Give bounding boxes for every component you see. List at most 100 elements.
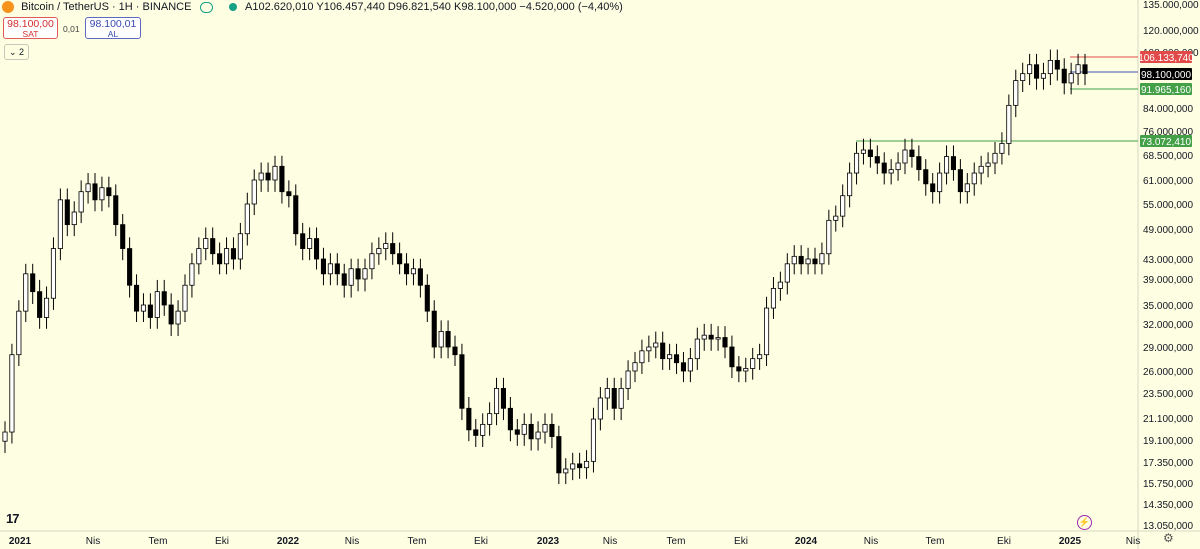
candle-body (1047, 60, 1053, 75)
candle-body (978, 165, 984, 174)
market-status-icon (228, 3, 237, 12)
candle-body (819, 253, 825, 265)
candle-body (43, 297, 50, 318)
candle-body (528, 423, 534, 440)
settings-gear-icon[interactable]: ⚙ (1163, 531, 1174, 545)
candle-body (521, 423, 527, 435)
price-tick-label: 55.000,000 (1143, 200, 1193, 211)
candle-body (272, 165, 278, 181)
candle-body (223, 248, 230, 265)
candle-body (763, 307, 770, 356)
candle-body (1061, 68, 1067, 84)
candle-body (867, 149, 873, 157)
chart-header: Bitcoin / TetherUS · 1H · BINANCE A102.6… (0, 0, 623, 14)
candle-body (660, 342, 666, 360)
candle-body (902, 149, 908, 164)
candle-body (930, 183, 936, 193)
price-tick-label: 43.000,000 (1143, 255, 1193, 266)
candle-body (300, 233, 306, 249)
candle-body (397, 253, 403, 265)
candle-body (64, 199, 70, 226)
candle-body (154, 291, 160, 318)
candle-body (189, 263, 195, 286)
candle-body (410, 268, 417, 275)
candle-body (514, 429, 520, 435)
candle-body (937, 172, 943, 193)
candle-body (2, 431, 8, 442)
price-label-bg (1140, 83, 1192, 95)
candle-body (487, 413, 493, 425)
price-tick-label: 35.000,000 (1143, 301, 1193, 312)
candle-body (431, 310, 437, 348)
time-tick-label: 2023 (537, 536, 560, 547)
candle-body (639, 350, 645, 364)
price-tick-label: 14.350,000 (1143, 500, 1193, 511)
candle-body (625, 370, 631, 389)
candle-body (805, 258, 811, 265)
candle-body (251, 179, 257, 205)
buy-button[interactable]: 98.100,01 AL (85, 17, 141, 39)
candle-body (127, 248, 133, 286)
candle-body (383, 243, 389, 249)
candle-body (701, 334, 707, 340)
candle-body (71, 211, 77, 226)
price-tick-label: 13.050,000 (1143, 521, 1193, 532)
candle-body (265, 172, 271, 181)
candle-body (1020, 73, 1026, 81)
candle-body (140, 304, 147, 312)
candle-body (320, 258, 327, 275)
candle-body (542, 423, 548, 433)
candle-body (16, 310, 22, 356)
visibility-icon[interactable] (200, 1, 214, 13)
candle-body (853, 152, 860, 174)
buy-label: AL (107, 29, 119, 39)
candle-body (85, 183, 91, 193)
time-tick-label: Eki (997, 536, 1011, 547)
candle-body (673, 354, 680, 364)
candle-body (210, 238, 216, 255)
candle-body (196, 248, 202, 265)
time-tick-label: Tem (408, 536, 427, 547)
candle-body (403, 263, 410, 275)
candle-body (37, 291, 43, 318)
price-tick-label: 26.000,000 (1143, 367, 1193, 378)
candle-body (777, 281, 783, 289)
candle-body (133, 284, 140, 312)
time-tick-label: 2022 (277, 536, 300, 547)
candle-body (563, 468, 569, 474)
candle-body (833, 215, 839, 221)
candle-body (78, 191, 84, 213)
candle-body (570, 463, 576, 470)
time-tick-label: Tem (926, 536, 945, 547)
candle-body (646, 346, 652, 352)
candle-body (597, 397, 603, 420)
time-tick-label: Tem (667, 536, 686, 547)
sell-button[interactable]: 98.100,00 SAT (3, 17, 58, 39)
price-tick-label: 29.000,000 (1143, 343, 1193, 354)
candle-body (860, 149, 867, 154)
candle-body (182, 284, 188, 312)
candle-body (694, 338, 700, 360)
candle-body (57, 199, 63, 249)
candle-body (438, 331, 444, 348)
candle-body (459, 354, 465, 409)
time-tick-label: Nis (1126, 536, 1140, 547)
candle-body (950, 156, 957, 171)
lightning-icon[interactable]: ⚡ (1077, 515, 1092, 530)
indicators-collapse-button[interactable]: ⌄ 2 (4, 44, 30, 60)
symbol-title[interactable]: Bitcoin / TetherUS · 1H · BINANCE (21, 1, 192, 13)
price-tick-label: 23.500,000 (1143, 389, 1193, 400)
candle-body (99, 187, 105, 201)
candle-body (507, 407, 513, 431)
sell-price: 98.100,00 (7, 18, 54, 30)
candle-body (92, 183, 98, 201)
candle-body (770, 288, 777, 309)
tradingview-logo-icon[interactable]: 17 (6, 511, 20, 526)
candle-body (1040, 73, 1047, 79)
candle-body (826, 219, 832, 255)
candle-body (590, 418, 597, 462)
candle-body (307, 238, 313, 249)
candle-body (736, 366, 742, 372)
candle-body (916, 156, 922, 171)
